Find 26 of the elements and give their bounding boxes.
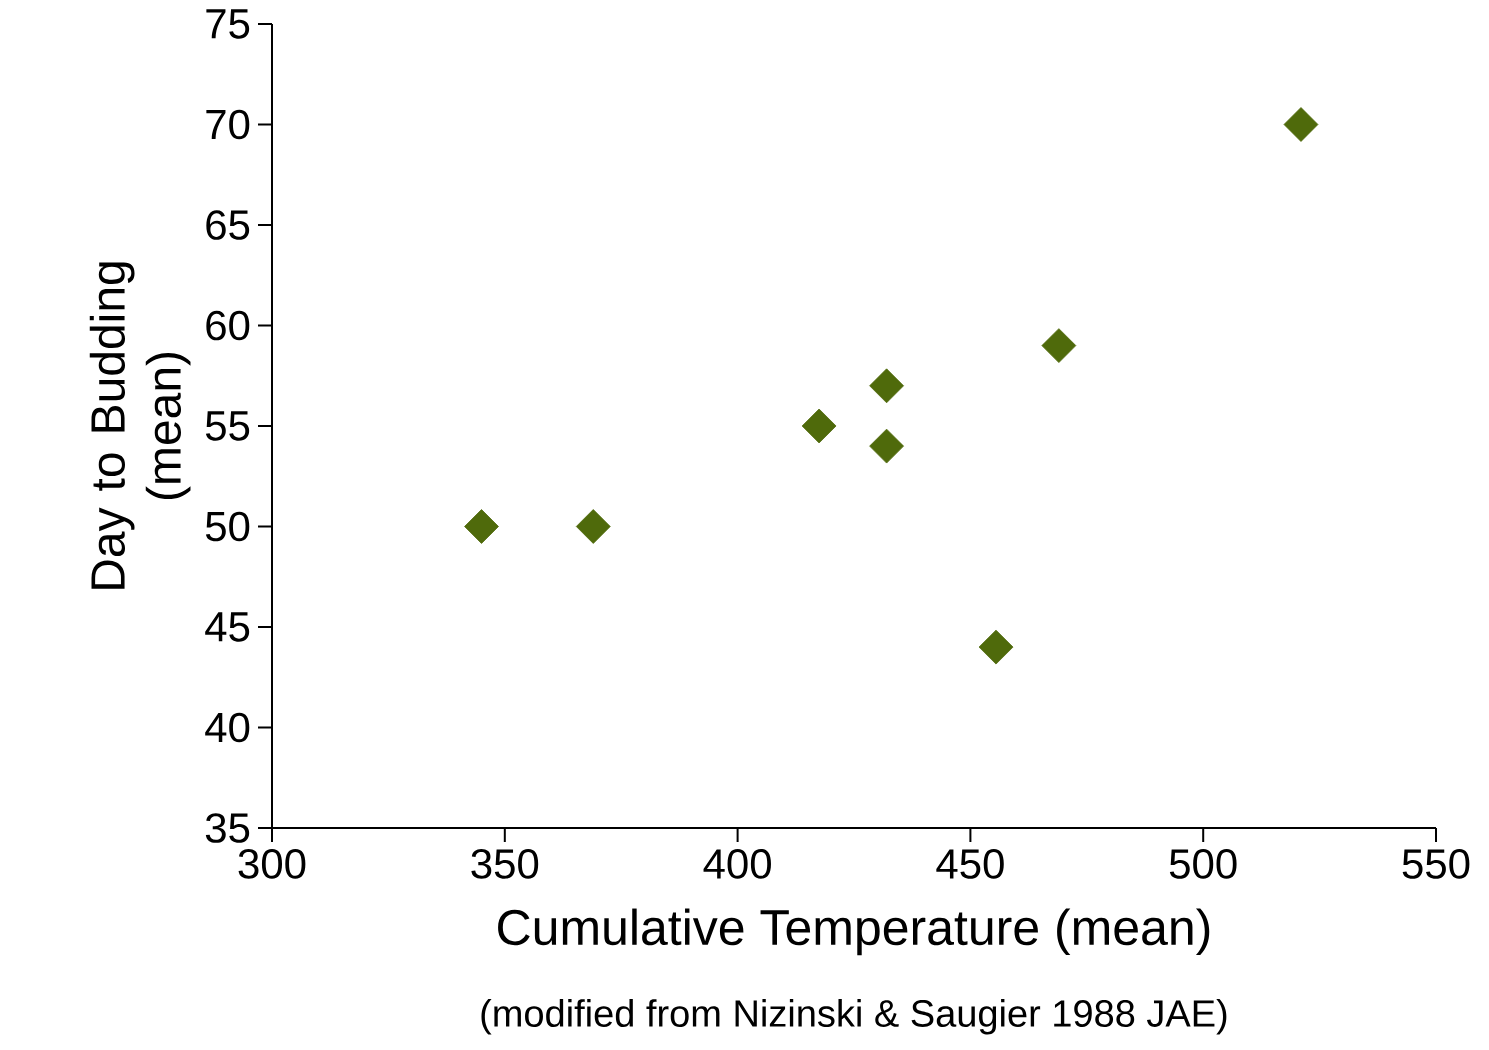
point (869, 368, 904, 404)
point (1041, 328, 1077, 363)
x-tick-label: 350 (471, 849, 539, 879)
point (801, 408, 837, 444)
point (464, 509, 499, 544)
y-tick-label: 60 (206, 310, 250, 341)
point (575, 509, 611, 544)
x-axis-title: Cumulative Temperature (mean) (498, 908, 1210, 956)
y-axis-title: Day to Budding (mean) (89, 262, 191, 589)
x-tick-label: 550 (1402, 849, 1470, 879)
x-tick-label: 400 (703, 849, 771, 879)
x-tick-label: 500 (1169, 849, 1237, 879)
y-tick-label: 35 (205, 813, 250, 843)
point (869, 428, 904, 464)
y-tick-label: 75 (206, 9, 250, 39)
y-tick-label: 45 (205, 612, 250, 642)
y-tick-label: 40 (205, 712, 250, 743)
y-tick-label: 65 (206, 210, 250, 240)
y-tick-label: 70 (206, 109, 250, 140)
x-tick-label: 450 (936, 849, 1004, 879)
y-tick-label: 55 (205, 411, 250, 441)
point (1283, 107, 1319, 142)
point (978, 629, 1014, 665)
y-tick-label: 50 (205, 511, 250, 542)
x-tick-label: 300 (238, 849, 306, 879)
text: (modified from Nizinski & Saugier 1988 JAE) (481, 999, 1227, 1035)
